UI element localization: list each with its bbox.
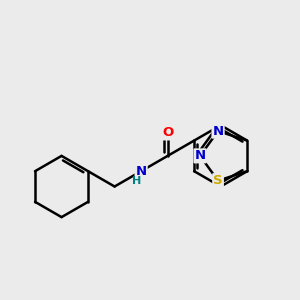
Text: N: N [136, 165, 147, 178]
Text: O: O [162, 126, 173, 140]
Text: N: N [194, 149, 206, 162]
Text: N: N [212, 124, 224, 138]
Text: H: H [132, 176, 141, 186]
Text: S: S [213, 174, 223, 187]
